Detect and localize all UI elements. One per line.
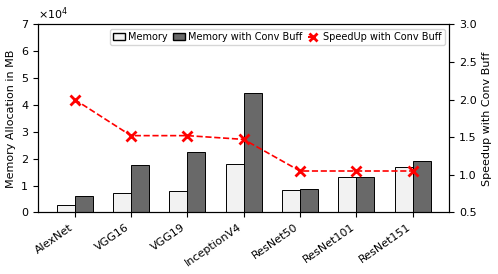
Bar	[187, 152, 205, 212]
Legend: Memory, Memory with Conv Buff, SpeedUp with Conv Buff: Memory, Memory with Conv Buff, SpeedUp w…	[110, 29, 445, 45]
Y-axis label: Speedup with Conv Buff: Speedup with Conv Buff	[483, 51, 493, 185]
Bar	[244, 93, 262, 212]
Bar	[338, 178, 357, 212]
Bar	[300, 189, 318, 212]
Bar	[169, 191, 187, 212]
Bar	[57, 205, 75, 212]
Bar	[226, 164, 244, 212]
Bar	[75, 196, 93, 212]
Y-axis label: Memory Allocation in MB: Memory Allocation in MB	[5, 49, 15, 187]
Text: $\times10^4$: $\times10^4$	[38, 6, 68, 22]
Bar	[131, 165, 149, 212]
Bar	[113, 193, 131, 212]
Bar	[394, 167, 413, 212]
Bar	[357, 177, 374, 212]
Bar	[282, 190, 300, 212]
Bar	[413, 161, 431, 212]
